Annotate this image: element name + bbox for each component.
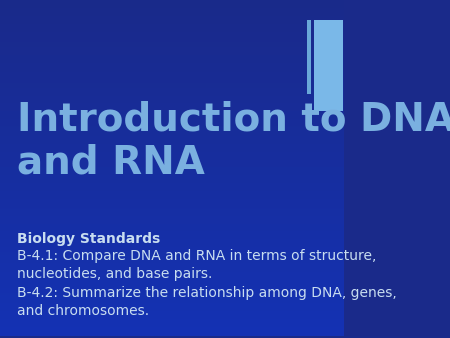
FancyBboxPatch shape	[307, 20, 311, 94]
FancyBboxPatch shape	[314, 20, 343, 111]
Text: B-4.1: Compare DNA and RNA in terms of structure,
nucleotides, and base pairs.
B: B-4.1: Compare DNA and RNA in terms of s…	[17, 249, 397, 318]
Text: Biology Standards: Biology Standards	[17, 232, 160, 246]
Text: Introduction to DNA
and RNA: Introduction to DNA and RNA	[17, 101, 450, 182]
